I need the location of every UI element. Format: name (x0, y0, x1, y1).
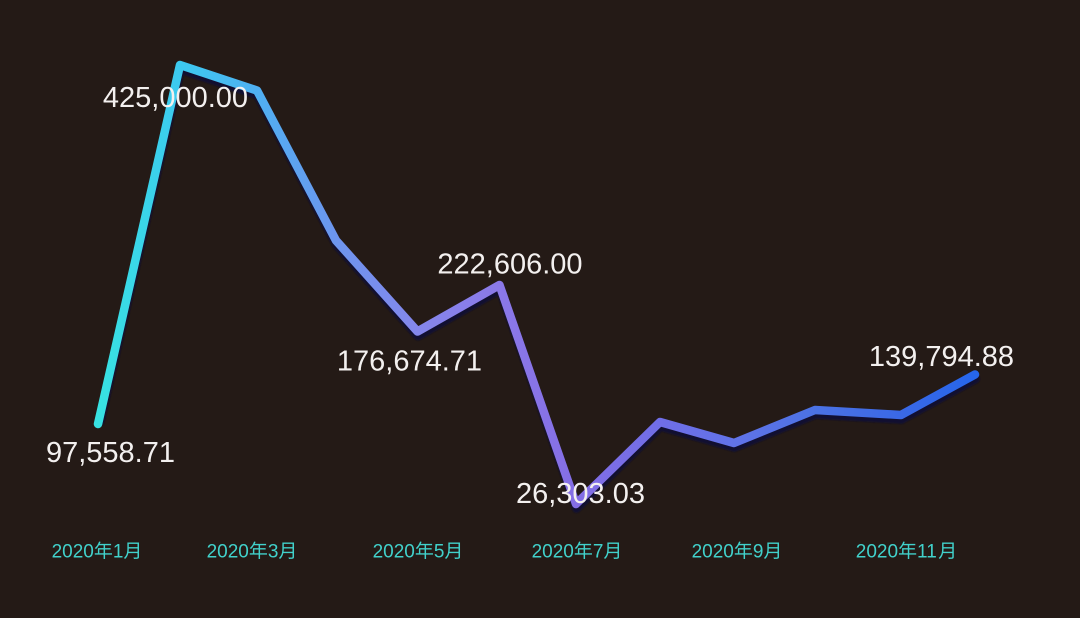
svg-text:176,674.71: 176,674.71 (337, 345, 482, 377)
svg-text:97,558.71: 97,558.71 (46, 437, 175, 469)
svg-text:2020: 2020 (692, 542, 734, 563)
svg-text:425,000.00: 425,000.00 (103, 82, 248, 114)
svg-text:2020: 2020 (856, 542, 898, 563)
svg-text:2020: 2020 (207, 542, 249, 563)
svg-text:2020: 2020 (373, 542, 415, 563)
svg-text:26,303.03: 26,303.03 (516, 478, 645, 510)
svg-text:5: 5 (434, 542, 445, 563)
svg-text:11: 11 (917, 542, 937, 563)
svg-text:1: 1 (113, 542, 124, 563)
svg-text:9: 9 (753, 542, 764, 563)
svg-text:139,794.88: 139,794.88 (869, 341, 1014, 373)
svg-text:2020: 2020 (532, 542, 574, 563)
svg-text:7: 7 (593, 542, 604, 563)
svg-text:222,606.00: 222,606.00 (437, 248, 582, 280)
svg-text:3: 3 (268, 542, 279, 563)
svg-text:2020: 2020 (52, 542, 94, 563)
